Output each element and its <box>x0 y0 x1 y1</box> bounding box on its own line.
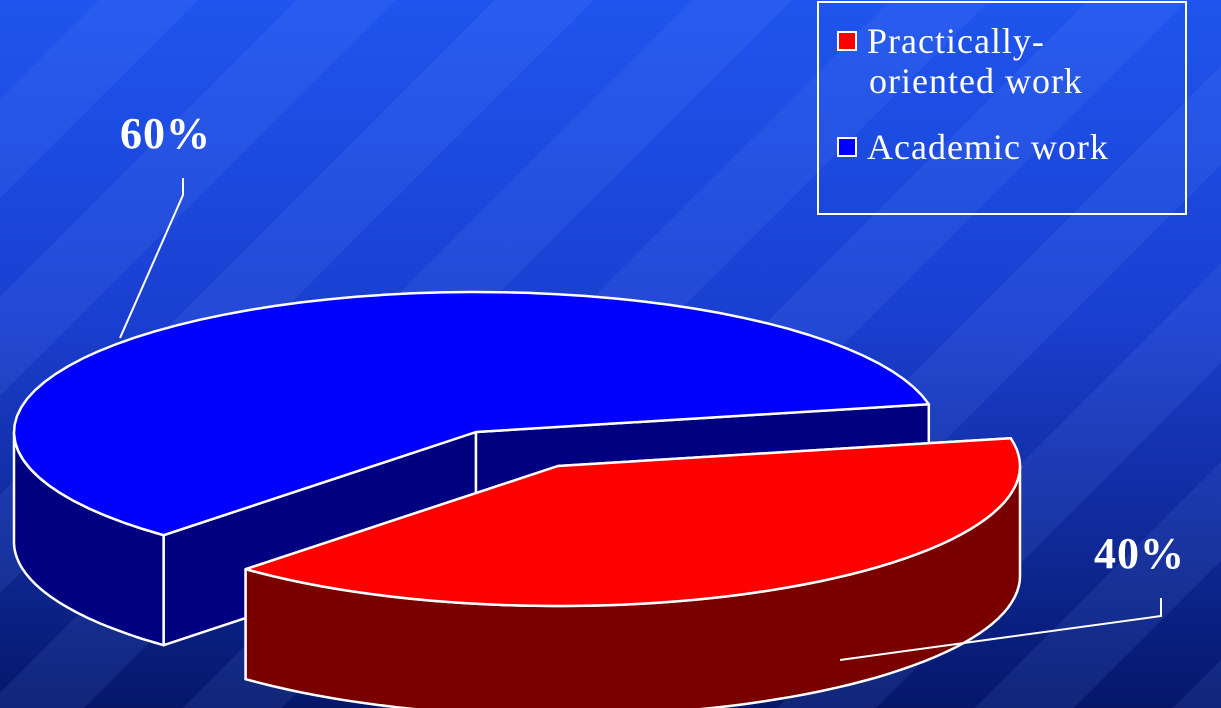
chart-legend: Practically- oriented work Academic work <box>817 1 1187 215</box>
slice-top <box>244 436 1022 608</box>
legend-label-practical-line2: oriented work <box>869 61 1083 101</box>
legend-swatch-academic <box>837 137 857 157</box>
legend-label-academic: Academic work <box>867 127 1109 167</box>
leader-line-academic <box>119 178 184 339</box>
legend-label-practical-line1: Practically- <box>867 21 1045 61</box>
legend-item-academic: Academic work <box>819 127 1167 167</box>
practical-percent-label: 40% <box>1094 529 1185 578</box>
pie-slice-practical <box>244 436 1022 708</box>
legend-swatch-practical <box>837 31 857 51</box>
slice-top <box>12 290 931 537</box>
legend-label-practical: Practically- oriented work <box>867 21 1167 101</box>
leader-line-practical <box>839 598 1162 661</box>
academic-percent-label: 60% <box>120 109 211 158</box>
legend-item-practical: Practically- oriented work <box>819 21 1167 101</box>
